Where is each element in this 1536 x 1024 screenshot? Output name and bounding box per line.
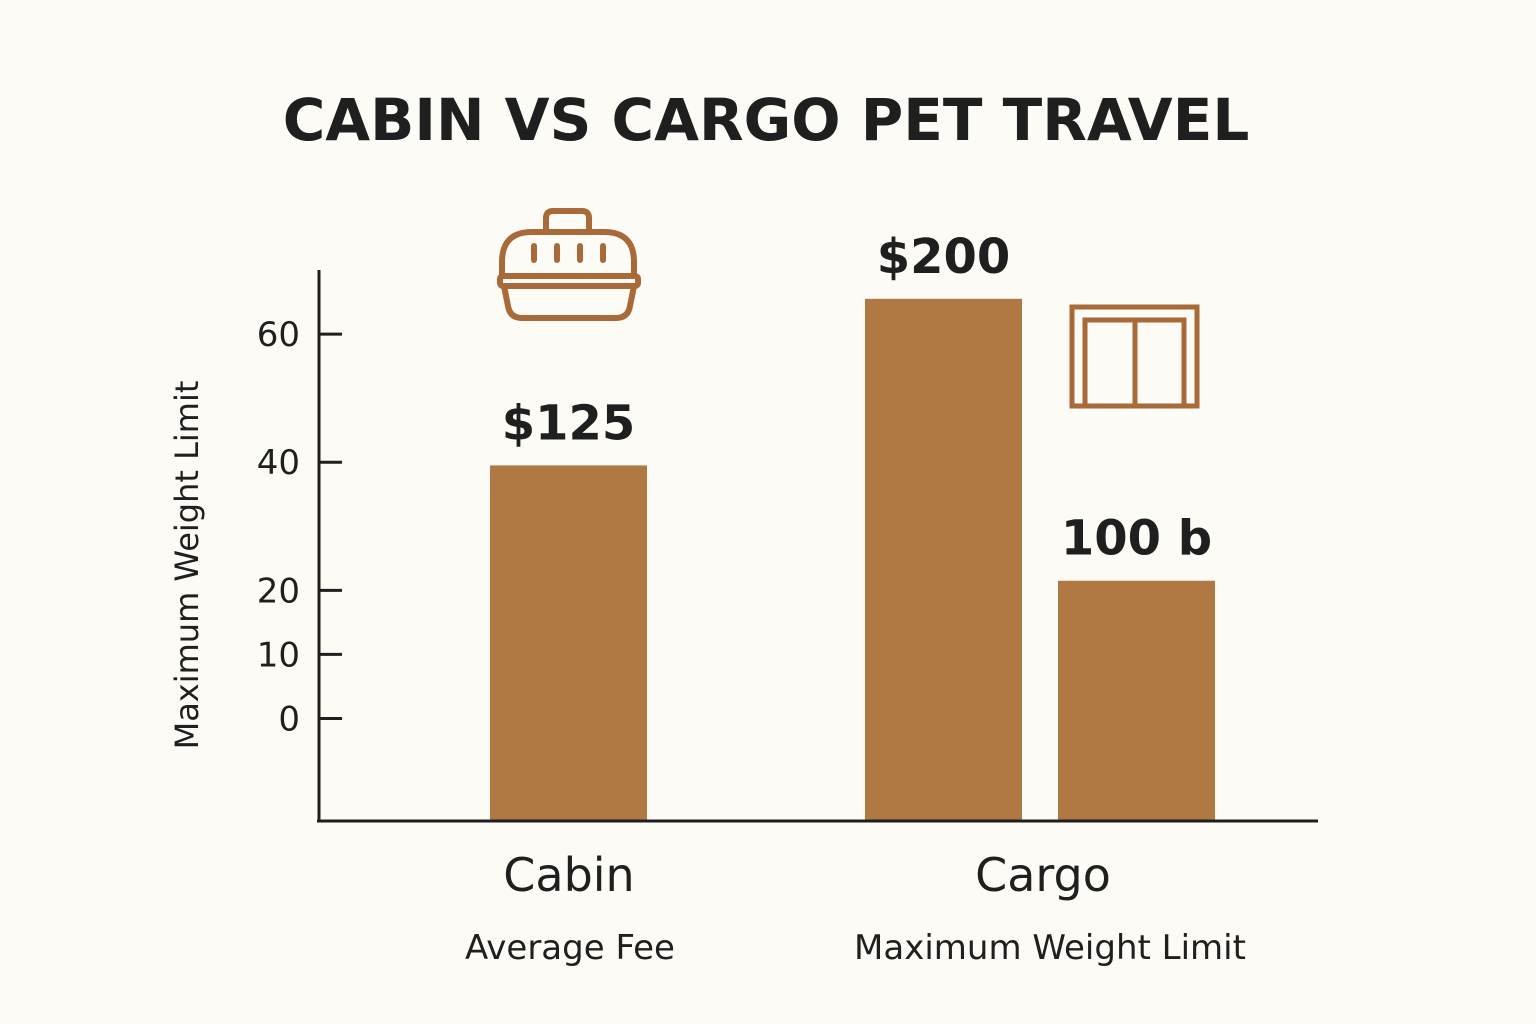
bar-cargo-2 xyxy=(1058,580,1215,821)
y-tick-label: 20 xyxy=(257,571,300,611)
y-axis-ticks: 60 40 20 10 0 xyxy=(257,315,342,739)
chart-title: CABIN VS CARGO PET TRAVEL xyxy=(283,86,1250,154)
bar-value-label-1: $200 xyxy=(877,229,1011,285)
crate-icon xyxy=(1069,304,1200,409)
category-label-cargo: Cargo xyxy=(975,848,1111,902)
bar-value-label-0: $125 xyxy=(502,395,636,451)
y-tick-label: 60 xyxy=(257,315,300,355)
bar-cabin-0 xyxy=(490,465,647,821)
category-sublabel-cabin: Average Fee xyxy=(465,928,675,968)
category-label-cabin: Cabin xyxy=(503,848,634,902)
y-axis-label: Maximum Weight Limit xyxy=(168,381,206,750)
pet-carrier-icon xyxy=(497,208,641,321)
bars xyxy=(490,298,1215,821)
y-tick-label: 40 xyxy=(257,443,300,483)
category-cargo: Cargo Maximum Weight Limit xyxy=(854,848,1246,968)
category-sublabel-cargo: Maximum Weight Limit xyxy=(854,928,1246,968)
category-cabin: Cabin Average Fee xyxy=(465,848,675,968)
bar-labels: $125 $200 100 b xyxy=(502,229,1212,567)
bar-value-label-2: 100 b xyxy=(1061,511,1212,567)
y-tick-label: 10 xyxy=(257,635,300,675)
bar-cargo-1 xyxy=(865,298,1022,821)
y-tick-label: 0 xyxy=(278,699,300,739)
